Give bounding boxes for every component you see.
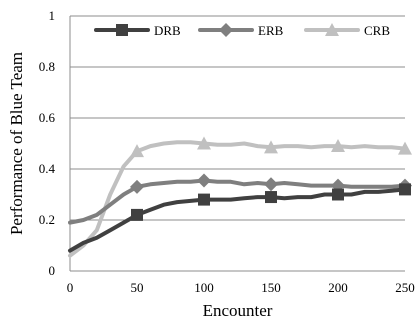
- series-line-erb: [68, 178, 407, 225]
- series-crb: [68, 136, 412, 258]
- series-layer: [68, 136, 412, 258]
- legend-marker-drb: [116, 24, 128, 36]
- data-point-drb: [131, 208, 143, 221]
- legend-label-erb: ERB: [258, 23, 284, 38]
- data-point-drb: [198, 193, 210, 206]
- x-tick-label: 200: [328, 280, 348, 295]
- x-axis-label: Encounter: [203, 301, 273, 320]
- y-tick-label: 0.4: [39, 161, 56, 176]
- y-tick-label: 0.2: [39, 212, 55, 227]
- legend-label-drb: DRB: [154, 23, 181, 38]
- series-line-drb: [68, 187, 407, 253]
- data-point-drb: [332, 188, 344, 201]
- data-point-crb: [197, 136, 211, 150]
- data-point-erb: [197, 173, 211, 188]
- y-tick-label: 0: [49, 263, 56, 278]
- data-point-crb: [331, 139, 345, 153]
- data-point-erb: [264, 177, 278, 192]
- legend: DRB ERB CRB: [94, 23, 390, 38]
- legend-item-erb: ERB: [198, 23, 284, 38]
- series-line-crb: [68, 140, 407, 258]
- legend-label-crb: CRB: [364, 23, 390, 38]
- y-tick-label: 0.8: [39, 59, 55, 74]
- data-point-crb: [398, 141, 412, 155]
- series-drb: [68, 183, 411, 253]
- legend-marker-crb: [325, 23, 339, 36]
- x-tick-label: 250: [395, 280, 415, 295]
- data-point-drb: [265, 191, 277, 204]
- data-point-crb: [264, 140, 278, 154]
- x-tick-label: 100: [194, 280, 214, 295]
- x-tick-label: 0: [67, 280, 74, 295]
- x-tick-label: 150: [261, 280, 281, 295]
- y-axis-label: Performance of Blue Team: [7, 52, 26, 235]
- y-tick-label: 0.6: [39, 110, 56, 125]
- legend-item-drb: DRB: [94, 23, 181, 38]
- y-tick-label: 1: [49, 8, 56, 23]
- axes: [69, 16, 405, 272]
- data-point-drb: [399, 183, 411, 196]
- legend-marker-erb: [219, 23, 233, 37]
- y-tick-labels: 0 0.2 0.4 0.6 0.8 1: [39, 8, 56, 278]
- data-point-erb: [130, 179, 144, 194]
- data-point-crb: [130, 144, 144, 158]
- legend-item-crb: CRB: [304, 23, 390, 38]
- gridlines: [70, 15, 405, 221]
- x-tick-label: 50: [131, 280, 144, 295]
- x-tick-labels: 0 50 100 150 200 250: [67, 280, 415, 295]
